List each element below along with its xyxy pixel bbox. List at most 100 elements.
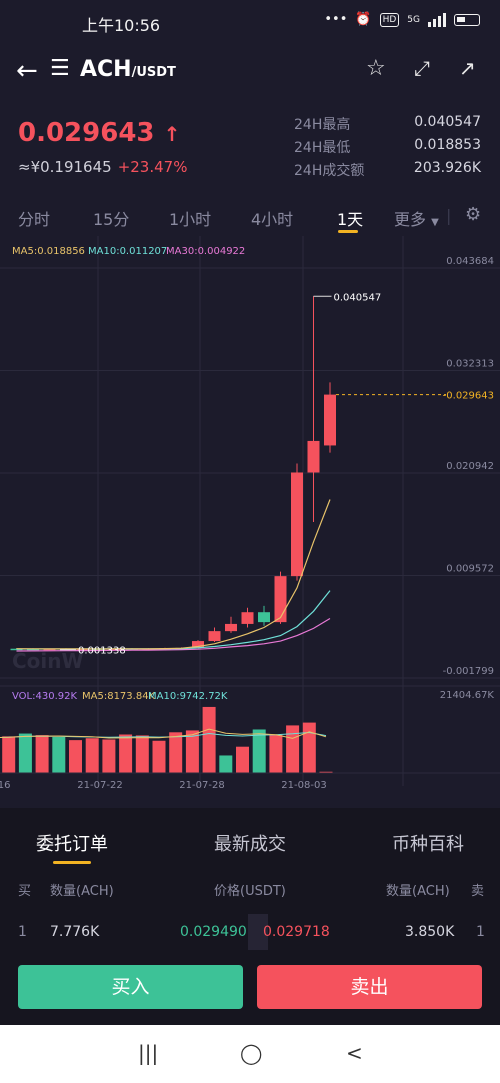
volume-bar (35, 735, 49, 773)
volume-bar (18, 733, 32, 773)
x-tick-label: 21-07-22 (77, 780, 122, 791)
volume-bar (252, 729, 266, 773)
pair-quote: /USDT (131, 65, 176, 80)
menu-icon[interactable]: ☰ (50, 56, 70, 81)
home-icon[interactable]: ◯ (240, 1041, 263, 1065)
volume-bar (202, 706, 216, 773)
candle-body (258, 612, 270, 623)
x-tick-label: 07-16 (0, 780, 11, 791)
vol-legend-vol: VOL:430.92K (12, 691, 77, 702)
tab-15m[interactable]: 15分 (93, 210, 130, 229)
col-sell: 卖 (471, 884, 485, 899)
high-label: 24H最高 (294, 117, 351, 133)
caret-down-icon: ▼ (431, 217, 439, 228)
interval-tabs: 分时 15分 1小时 4小时 1天 更多 ▼ | ⚙ (0, 200, 500, 236)
back-icon[interactable]: < (346, 1041, 363, 1065)
candle-body (76, 648, 89, 651)
candle-body (93, 648, 105, 651)
volume-bar (85, 738, 99, 773)
volume-bar (52, 736, 66, 773)
kline-svg[interactable]: 0.043684 0.032313 0.020942 0.009572 -0.00179… (0, 236, 500, 796)
col-qty-left: 数量(ACH) (50, 884, 114, 899)
volume-bar (319, 771, 333, 773)
kline-chart[interactable]: 0.043684 0.032313 0.020942 0.009572 -0.00179… (0, 236, 500, 796)
row-qty-right: 3.850K (405, 924, 455, 940)
tab-orders[interactable]: 委托订单 (36, 834, 108, 855)
high-value: 0.040547 (414, 114, 481, 130)
top-nav: ← ☰ ACH/USDT ☆ ⤢ ↗ (0, 48, 500, 94)
battery-icon (454, 13, 480, 26)
volume-bar (2, 736, 16, 773)
y-tick-label: 0.020942 (446, 461, 494, 472)
network-type: 5G (407, 14, 420, 25)
fullscreen-icon[interactable]: ⤢ (414, 56, 430, 80)
vol-max-label: 21404.67K (440, 690, 495, 701)
candle-body (225, 623, 237, 632)
volume-bar (185, 730, 199, 773)
status-time: 上午10:56 (82, 16, 161, 35)
tab-coin-info[interactable]: 币种百科 (392, 834, 464, 855)
volume-bar (119, 734, 133, 773)
volume-label: 24H成交额 (294, 163, 365, 179)
volume-bar (219, 755, 233, 773)
vol-legend-ma10: MA10:9742.72K (148, 691, 228, 702)
volume-bar (302, 722, 316, 773)
buy-button[interactable]: 买入 (18, 965, 243, 1009)
tab-more[interactable]: 更多 ▼ (394, 210, 439, 229)
gear-icon[interactable]: ⚙ (465, 204, 482, 225)
star-icon[interactable]: ☆ (366, 56, 386, 81)
low-marker-label: 0.001338 (78, 646, 126, 657)
low-label: 24H最低 (294, 140, 351, 156)
signal-icon (428, 12, 446, 27)
row-ask-price[interactable]: 0.029718 (263, 924, 330, 940)
more-dots-icon: ••• (324, 12, 348, 27)
watermark-logo: CoinW (12, 649, 84, 673)
volume-bar (135, 735, 149, 773)
volume-bar (152, 740, 166, 773)
y-tick-label: 0.009572 (446, 563, 494, 574)
alarm-icon: ⏰ (355, 12, 372, 27)
pair-title[interactable]: ACH/USDT (80, 57, 176, 82)
candle-body (208, 631, 221, 642)
current-price-label: -0.029643 (443, 391, 494, 402)
candle-body (291, 472, 303, 577)
legend-ma5: MA5:0.018856 (12, 246, 85, 257)
row-qty-left: 7.776K (50, 924, 100, 940)
ma-line-ma30 (16, 617, 331, 652)
candle-body (192, 641, 204, 648)
vol-legend-ma5: MA5:8173.84K (82, 691, 156, 702)
ma-line-ma5 (16, 499, 331, 650)
system-nav-bar: ||| ◯ < (0, 1025, 500, 1083)
tab-timeline[interactable]: 分时 (18, 210, 51, 229)
price-cny: ≈¥0.191645 +23.47% (18, 158, 188, 176)
legend-ma10: MA10:0.011207 (88, 246, 167, 257)
row-index-left: 1 (18, 924, 27, 940)
share-icon[interactable]: ↗ (459, 56, 476, 80)
y-tick-label: 0.043684 (446, 256, 494, 267)
pair-base: ACH (80, 57, 132, 82)
price-panel (0, 236, 500, 686)
tab-1d[interactable]: 1天 (337, 210, 364, 229)
low-value: 0.018853 (414, 137, 481, 153)
row-index-right: 1 (476, 924, 485, 940)
legend-ma30: MA30:0.004922 (166, 246, 245, 257)
volume-bar (69, 740, 82, 773)
candle-body (241, 612, 254, 624)
volume-bar (269, 734, 283, 773)
tab-trades[interactable]: 最新成交 (214, 834, 286, 855)
sell-button[interactable]: 卖出 (257, 965, 482, 1009)
tab-1h[interactable]: 1小时 (169, 210, 212, 229)
row-bid-price[interactable]: 0.029490 (180, 924, 247, 940)
recent-apps-icon[interactable]: ||| (138, 1041, 159, 1065)
up-arrow-icon: ↑ (163, 122, 181, 146)
volume-vma5-line (0, 728, 327, 739)
arrow-left-icon[interactable]: ← (16, 56, 38, 86)
y-tick-label: 0.032313 (446, 359, 494, 370)
tab-4h[interactable]: 4小时 (251, 210, 294, 229)
volume-bar (236, 746, 249, 773)
price-change: +23.47% (117, 158, 188, 176)
volume-bar (169, 732, 183, 773)
volume-bar (102, 739, 116, 773)
last-price: 0.029643 ↑ (18, 118, 181, 148)
x-tick-label: 21-07-28 (179, 780, 224, 791)
